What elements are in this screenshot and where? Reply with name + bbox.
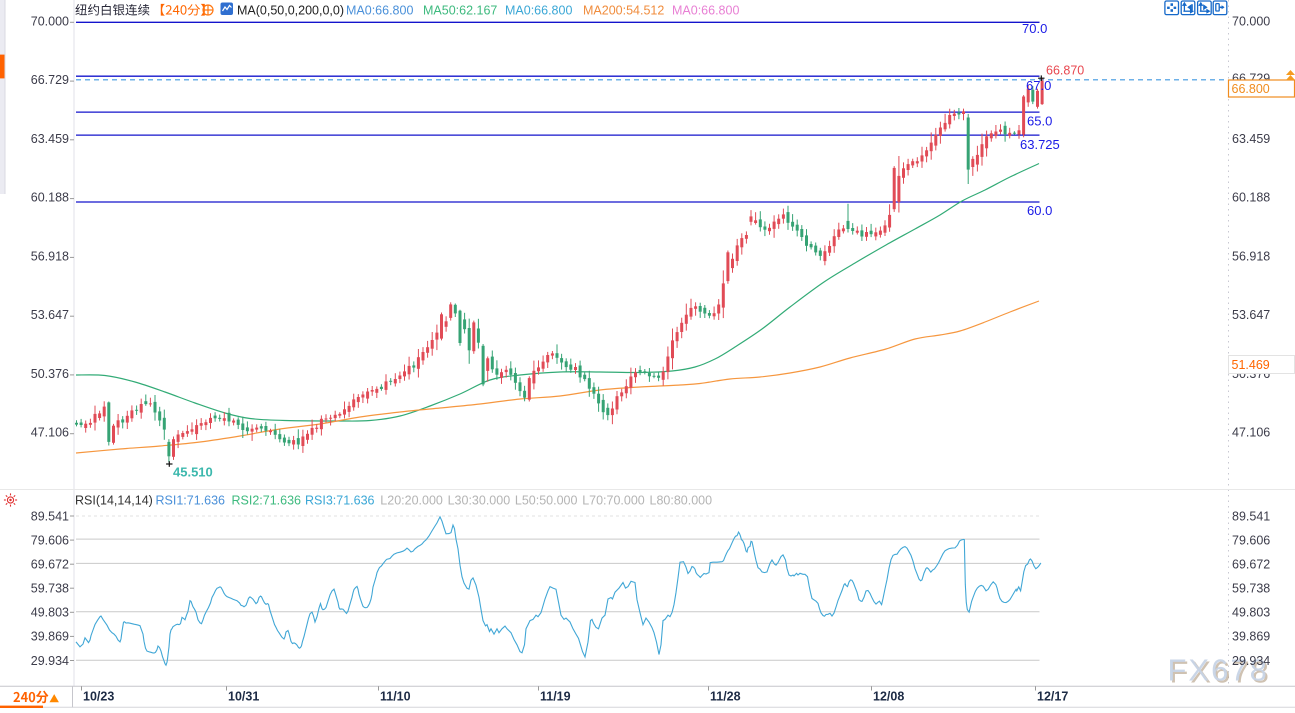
svg-text:RSI2:71.636: RSI2:71.636 bbox=[232, 494, 302, 508]
svg-text:L20:20.000: L20:20.000 bbox=[380, 494, 443, 508]
svg-text:60.188: 60.188 bbox=[1232, 191, 1270, 205]
svg-text:MA(0,50,0,200,0,0): MA(0,50,0,200,0,0) bbox=[237, 4, 344, 18]
svg-text:66.800: 66.800 bbox=[1232, 82, 1270, 96]
svg-text:63.459: 63.459 bbox=[1232, 132, 1270, 146]
svg-text:47.106: 47.106 bbox=[1232, 426, 1270, 440]
svg-text:MA200:54.512: MA200:54.512 bbox=[583, 4, 664, 18]
svg-text:MA0:66.800: MA0:66.800 bbox=[505, 4, 572, 18]
svg-text:50.376: 50.376 bbox=[31, 367, 69, 381]
svg-text:66.729: 66.729 bbox=[31, 73, 69, 87]
svg-text:69.672: 69.672 bbox=[31, 558, 69, 572]
svg-text:66.870: 66.870 bbox=[1046, 64, 1084, 78]
svg-text:12/17: 12/17 bbox=[1037, 690, 1068, 704]
svg-text:53.647: 53.647 bbox=[31, 308, 69, 322]
svg-text:89.541: 89.541 bbox=[31, 509, 69, 523]
svg-text:L80:80.000: L80:80.000 bbox=[650, 494, 713, 508]
svg-text:67.0: 67.0 bbox=[1026, 78, 1051, 93]
svg-text:12/08: 12/08 bbox=[873, 690, 904, 704]
svg-text:70.0: 70.0 bbox=[1022, 21, 1047, 36]
svg-text:RSI3:71.636: RSI3:71.636 bbox=[305, 494, 375, 508]
svg-text:29.934: 29.934 bbox=[1232, 654, 1270, 668]
svg-text:56.918: 56.918 bbox=[1232, 249, 1270, 263]
svg-text:60.188: 60.188 bbox=[31, 191, 69, 205]
svg-text:FX678: FX678 bbox=[1168, 653, 1269, 688]
svg-text:MA0:66.800: MA0:66.800 bbox=[346, 4, 413, 18]
svg-text:53.647: 53.647 bbox=[1232, 308, 1270, 322]
svg-text:49.803: 49.803 bbox=[1232, 606, 1270, 620]
svg-text:60.0: 60.0 bbox=[1027, 203, 1052, 218]
svg-text:51.469: 51.469 bbox=[1232, 358, 1270, 372]
svg-text:49.803: 49.803 bbox=[31, 606, 69, 620]
svg-text:MA50:62.167: MA50:62.167 bbox=[423, 4, 497, 18]
svg-text:65.0: 65.0 bbox=[1027, 114, 1052, 129]
svg-text:79.606: 79.606 bbox=[31, 533, 69, 547]
svg-text:70.000: 70.000 bbox=[31, 14, 69, 28]
svg-text:11/10: 11/10 bbox=[380, 690, 411, 704]
svg-text:L50:50.000: L50:50.000 bbox=[515, 494, 578, 508]
svg-text:59.738: 59.738 bbox=[1232, 582, 1270, 596]
svg-text:RSI(14,14,14): RSI(14,14,14) bbox=[75, 494, 153, 508]
svg-text:89.541: 89.541 bbox=[1232, 509, 1270, 523]
svg-text:79.606: 79.606 bbox=[1232, 533, 1270, 547]
svg-text:11/28: 11/28 bbox=[710, 690, 741, 704]
svg-text:69.672: 69.672 bbox=[1232, 558, 1270, 572]
svg-text:56.918: 56.918 bbox=[31, 249, 69, 263]
svg-text:10/31: 10/31 bbox=[228, 690, 259, 704]
svg-text:39.869: 39.869 bbox=[31, 630, 69, 644]
svg-text:59.738: 59.738 bbox=[31, 582, 69, 596]
svg-text:63.459: 63.459 bbox=[31, 132, 69, 146]
svg-text:FX678: FX678 bbox=[1170, 655, 1271, 690]
svg-text:39.869: 39.869 bbox=[1232, 630, 1270, 644]
svg-text:45.510: 45.510 bbox=[173, 465, 213, 480]
svg-text:L70:70.000: L70:70.000 bbox=[582, 494, 645, 508]
svg-text:MA0:66.800: MA0:66.800 bbox=[672, 4, 739, 18]
svg-text:70.000: 70.000 bbox=[1232, 14, 1270, 28]
svg-text:47.106: 47.106 bbox=[31, 426, 69, 440]
svg-text:29.934: 29.934 bbox=[31, 654, 69, 668]
svg-text:L30:30.000: L30:30.000 bbox=[448, 494, 511, 508]
svg-text:63.725: 63.725 bbox=[1020, 137, 1060, 152]
svg-text:RSI1:71.636: RSI1:71.636 bbox=[156, 494, 226, 508]
svg-text:11/19: 11/19 bbox=[540, 690, 571, 704]
svg-text:10/23: 10/23 bbox=[83, 690, 114, 704]
